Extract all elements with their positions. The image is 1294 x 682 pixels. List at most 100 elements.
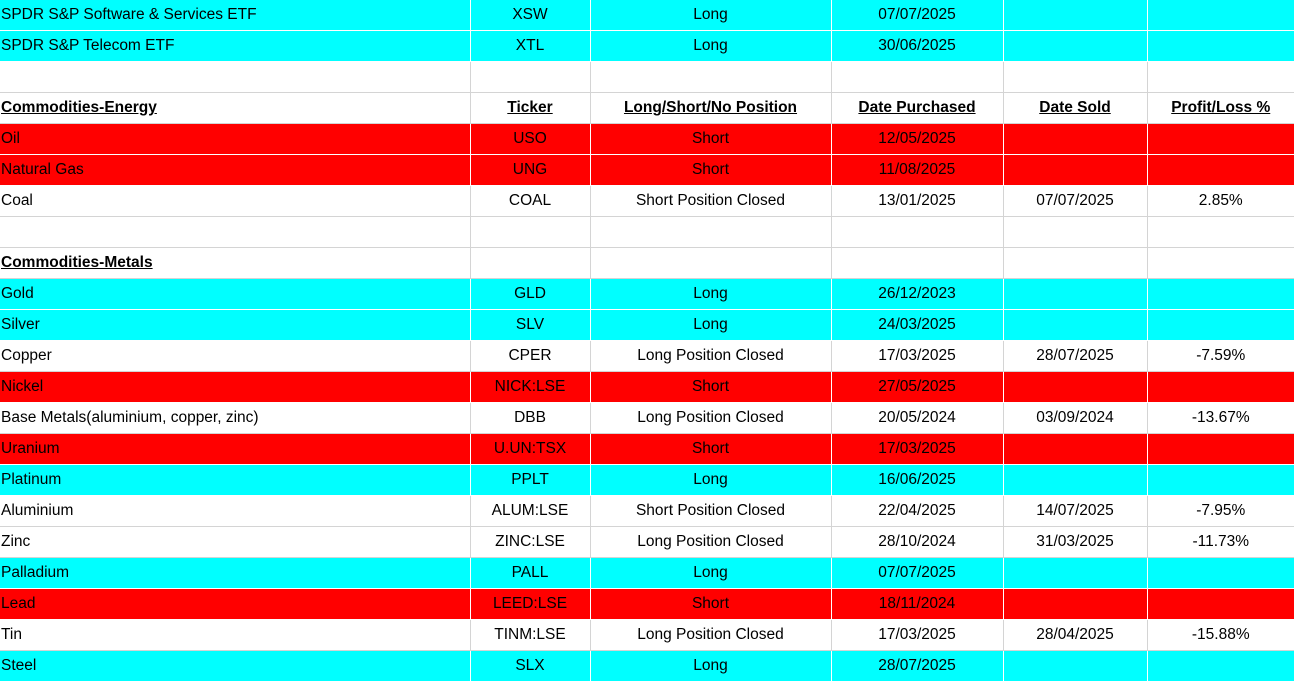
cell-name[interactable]: Coal xyxy=(0,185,471,217)
empty-cell[interactable] xyxy=(1147,588,1294,620)
cell-name[interactable]: Zinc xyxy=(0,526,471,558)
cell-bought[interactable]: 24/03/2025 xyxy=(831,309,1003,341)
cell-sold[interactable]: 31/03/2025 xyxy=(1003,526,1148,558)
cell-ticker[interactable]: LEED:LSE xyxy=(470,588,590,620)
cell-ticker[interactable]: UNG xyxy=(470,154,590,186)
table-row[interactable]: SPDR S&P Telecom ETF XTL Long 30/06/2025 xyxy=(0,30,1294,62)
table-row[interactable]: Zinc ZINC:LSE Long Position Closed 28/10/20… xyxy=(0,526,1294,558)
cell-name[interactable]: Copper xyxy=(0,340,471,372)
cell-ticker[interactable]: XSW xyxy=(470,0,590,31)
cell-pos[interactable]: Long xyxy=(590,464,831,496)
cell-ticker[interactable]: USO xyxy=(470,123,590,155)
table-spacer-row[interactable] xyxy=(0,61,1294,93)
cell-bought[interactable]: 20/05/2024 xyxy=(831,402,1004,434)
cell-bought[interactable]: 22/04/2025 xyxy=(831,495,1004,527)
cell-bought[interactable]: 28/07/2025 xyxy=(831,650,1003,682)
cell-ticker[interactable]: SLV xyxy=(470,309,590,341)
cell-pos[interactable]: Long xyxy=(590,30,831,62)
empty-cell[interactable] xyxy=(1003,0,1147,31)
cell-pl[interactable]: -11.73% xyxy=(1147,526,1294,558)
cell-sold[interactable]: 03/09/2024 xyxy=(1003,402,1148,434)
table-row[interactable]: Gold GLD Long 26/12/2023 xyxy=(0,278,1294,310)
cell-bought[interactable]: 07/07/2025 xyxy=(831,557,1003,589)
empty-cell[interactable] xyxy=(1003,650,1147,682)
empty-cell[interactable] xyxy=(1003,557,1147,589)
empty-cell[interactable] xyxy=(1147,557,1294,589)
cell-bought[interactable]: 17/03/2025 xyxy=(831,340,1004,372)
empty-cell[interactable] xyxy=(1147,123,1294,155)
empty-cell[interactable] xyxy=(470,247,591,279)
empty-cell[interactable] xyxy=(1147,30,1294,62)
cell-bought[interactable]: 13/01/2025 xyxy=(831,185,1004,217)
empty-cell[interactable] xyxy=(1003,123,1147,155)
table-row[interactable]: Palladium PALL Long 07/07/2025 xyxy=(0,557,1294,589)
cell-ticker[interactable]: ALUM:LSE xyxy=(470,495,591,527)
cell-pos[interactable]: Long Position Closed xyxy=(590,402,832,434)
cell-name[interactable]: Gold xyxy=(0,278,470,310)
table-spacer-row[interactable] xyxy=(0,216,1294,248)
column-header-cell[interactable]: Date Sold xyxy=(1003,92,1148,124)
cell-name[interactable]: Nickel xyxy=(0,371,470,403)
table-row[interactable]: Silver SLV Long 24/03/2025 xyxy=(0,309,1294,341)
cell-sold[interactable]: 14/07/2025 xyxy=(1003,495,1148,527)
cell-name[interactable]: Aluminium xyxy=(0,495,471,527)
section-title-cell[interactable]: Commodities-Energy xyxy=(0,92,471,124)
cell-name[interactable]: Oil xyxy=(0,123,470,155)
table-row[interactable]: Base Metals(aluminium, copper, zinc) DBB L… xyxy=(0,402,1294,434)
empty-cell[interactable] xyxy=(1147,371,1294,403)
table-row[interactable]: Oil USO Short 12/05/2025 xyxy=(0,123,1294,155)
cell-pos[interactable]: Short xyxy=(590,588,831,620)
empty-cell[interactable] xyxy=(1147,433,1294,465)
empty-cell[interactable] xyxy=(1003,30,1147,62)
cell-pl[interactable]: -7.95% xyxy=(1147,495,1294,527)
cell-pos[interactable]: Short xyxy=(590,154,831,186)
empty-cell[interactable] xyxy=(1147,464,1294,496)
empty-cell[interactable] xyxy=(1003,371,1147,403)
cell-bought[interactable]: 17/03/2025 xyxy=(831,433,1003,465)
cell-name[interactable]: Tin xyxy=(0,619,471,651)
column-header-cell[interactable]: Ticker xyxy=(470,92,591,124)
cell-ticker[interactable]: COAL xyxy=(470,185,591,217)
empty-cell[interactable] xyxy=(1147,278,1294,310)
cell-pos[interactable]: Long xyxy=(590,278,831,310)
cell-pl[interactable]: -15.88% xyxy=(1147,619,1294,651)
cell-bought[interactable]: 28/10/2024 xyxy=(831,526,1004,558)
empty-cell[interactable] xyxy=(1003,247,1148,279)
cell-pos[interactable]: Long Position Closed xyxy=(590,340,832,372)
table-row[interactable]: Steel SLX Long 28/07/2025 xyxy=(0,650,1294,682)
cell-ticker[interactable]: XTL xyxy=(470,30,590,62)
cell-pos[interactable]: Short xyxy=(590,371,831,403)
cell-ticker[interactable]: PPLT xyxy=(470,464,590,496)
cell-name[interactable]: Silver xyxy=(0,309,470,341)
cell-ticker[interactable]: U.UN:TSX xyxy=(470,433,590,465)
cell-pos[interactable]: Long xyxy=(590,650,831,682)
cell-pos[interactable]: Short xyxy=(590,433,831,465)
empty-cell[interactable] xyxy=(1147,650,1294,682)
empty-cell[interactable] xyxy=(1147,247,1294,279)
table-section-header-row[interactable]: Commodities-Metals xyxy=(0,247,1294,279)
cell-pos[interactable]: Short xyxy=(590,123,831,155)
cell-pos[interactable]: Long Position Closed xyxy=(590,619,832,651)
empty-cell[interactable] xyxy=(1003,588,1147,620)
cell-ticker[interactable]: GLD xyxy=(470,278,590,310)
column-header-cell[interactable]: Profit/Loss % xyxy=(1147,92,1294,124)
cell-pl[interactable]: -13.67% xyxy=(1147,402,1294,434)
empty-cell[interactable] xyxy=(1003,154,1147,186)
table-row[interactable]: Uranium U.UN:TSX Short 17/03/2025 xyxy=(0,433,1294,465)
cell-sold[interactable]: 28/04/2025 xyxy=(1003,619,1148,651)
cell-pl[interactable]: -7.59% xyxy=(1147,340,1294,372)
cell-pos[interactable]: Long xyxy=(590,0,831,31)
cell-ticker[interactable]: TINM:LSE xyxy=(470,619,591,651)
table-row[interactable]: Aluminium ALUM:LSE Short Position Closed 22… xyxy=(0,495,1294,527)
empty-cell[interactable] xyxy=(1147,154,1294,186)
cell-sold[interactable]: 28/07/2025 xyxy=(1003,340,1148,372)
table-row[interactable]: Platinum PPLT Long 16/06/2025 xyxy=(0,464,1294,496)
empty-cell[interactable] xyxy=(1003,464,1147,496)
cell-pos[interactable]: Long xyxy=(590,309,831,341)
cell-bought[interactable]: 30/06/2025 xyxy=(831,30,1003,62)
table-row[interactable]: SPDR S&P Software & Services ETF XSW Long 0… xyxy=(0,0,1294,31)
cell-ticker[interactable]: DBB xyxy=(470,402,591,434)
cell-ticker[interactable]: ZINC:LSE xyxy=(470,526,591,558)
cell-bought[interactable]: 26/12/2023 xyxy=(831,278,1003,310)
table-row[interactable]: Nickel NICK:LSE Short 27/05/2025 xyxy=(0,371,1294,403)
